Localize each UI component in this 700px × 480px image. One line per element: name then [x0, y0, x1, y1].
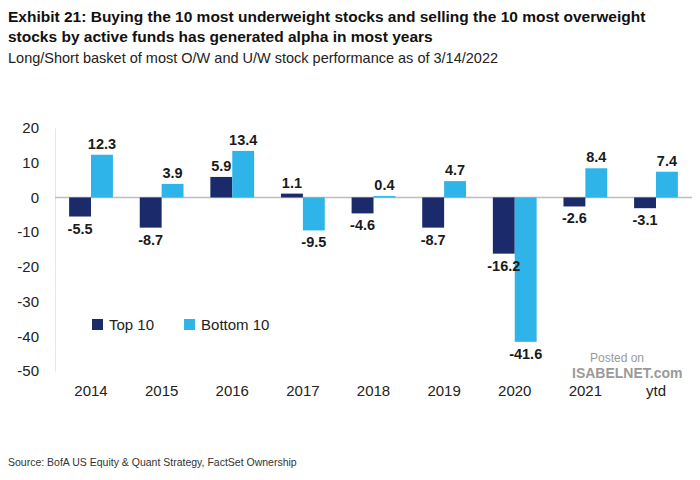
legend-label: Bottom 10	[201, 316, 269, 333]
data-label: 0.4	[374, 177, 394, 193]
bar	[303, 197, 325, 230]
legend-swatch	[184, 319, 195, 330]
x-tick-label: 2020	[498, 382, 531, 399]
x-tick: 2018	[357, 375, 390, 399]
data-label: -4.6	[350, 217, 375, 233]
x-tick: 2014	[74, 375, 107, 399]
bar	[444, 181, 466, 197]
bar	[352, 197, 374, 213]
y-tick-label: 20	[22, 119, 39, 136]
data-label: 3.9	[162, 165, 182, 181]
bar	[140, 197, 162, 227]
data-label: -16.2	[487, 258, 520, 274]
y-tick-label: 0	[31, 189, 39, 206]
bar	[232, 151, 254, 198]
chart: Exhibit 21: Buying the 10 most underweig…	[0, 0, 700, 480]
bar	[281, 194, 303, 198]
watermark: ISABELNET.com	[572, 365, 682, 381]
x-tick: 2017	[286, 375, 319, 399]
bar	[422, 197, 444, 227]
data-label: -5.5	[68, 221, 93, 237]
y-tick-label: -50	[17, 362, 39, 379]
legend-label: Top 10	[109, 316, 154, 333]
x-tick-label: 2014	[74, 382, 107, 399]
bar	[585, 168, 607, 197]
data-label: -8.7	[138, 232, 163, 248]
y-tick-label: -20	[17, 258, 39, 275]
data-label: -9.5	[301, 234, 326, 250]
bars	[69, 151, 678, 342]
y-tick-label: -10	[17, 223, 39, 240]
data-label: -8.7	[421, 232, 446, 248]
data-labels: -5.5 -8.7 5.9 1.1 -4.6 -8.7 -16.2 -2.6 -3.1 12.3 3…	[68, 132, 677, 362]
y-tick: 20	[22, 119, 55, 136]
x-tick-label: ytd	[646, 382, 666, 399]
y-tick: 10	[22, 154, 55, 171]
data-label: -3.1	[633, 212, 658, 228]
data-label: 7.4	[657, 153, 677, 169]
bar	[634, 197, 656, 208]
data-label: -41.6	[509, 346, 542, 362]
bar	[69, 197, 91, 216]
bar	[493, 197, 515, 253]
data-label: 13.4	[229, 132, 257, 148]
y-tick-label: 10	[22, 154, 39, 171]
bar	[162, 184, 184, 198]
y-tick: -50	[17, 362, 55, 379]
y-tick: -10	[17, 223, 55, 240]
y-tick: -30	[17, 293, 55, 310]
title: Exhibit 21: Buying the 10 most underweig…	[8, 8, 645, 45]
watermark: Posted on	[590, 351, 644, 365]
y-tick: -20	[17, 258, 55, 275]
x-tick-label: 2017	[286, 382, 319, 399]
source: Source: BofA US Equity & Quant Strategy,…	[8, 456, 297, 468]
data-label: 12.3	[88, 136, 116, 152]
legend-item: Bottom 10	[184, 316, 269, 333]
legend: Top 10 Bottom 10	[92, 316, 269, 333]
y-axis: -50 -40 -30 -20 -10 0 10 20	[17, 119, 55, 379]
data-label: 4.7	[445, 162, 465, 178]
legend-swatch	[92, 319, 103, 330]
bar	[210, 177, 232, 197]
bar	[91, 155, 113, 198]
x-tick-label: 2018	[357, 382, 390, 399]
x-tick: 2016	[216, 375, 249, 399]
x-tick-label: 2019	[427, 382, 460, 399]
legend-item: Top 10	[92, 316, 154, 333]
x-tick: 2015	[145, 375, 178, 399]
y-tick: 0	[31, 189, 55, 206]
y-axis-line	[55, 129, 56, 372]
data-label: -2.6	[562, 210, 587, 226]
bar	[563, 197, 585, 206]
subtitle: Long/Short basket of most O/W and U/W st…	[8, 50, 498, 66]
y-tick-label: -40	[17, 328, 39, 345]
x-tick: 2020	[498, 375, 531, 399]
title-line: Exhibit 21: Buying the 10 most underweig…	[8, 8, 645, 25]
y-tick-label: -30	[17, 293, 39, 310]
x-tick-label: 2015	[145, 382, 178, 399]
data-label: 1.1	[282, 175, 302, 191]
bar	[374, 196, 396, 197]
x-tick-label: 2021	[569, 382, 602, 399]
data-label: 5.9	[211, 158, 231, 174]
x-tick-label: 2016	[216, 382, 249, 399]
title-line: stocks by active funds has generated alp…	[8, 28, 433, 45]
bar	[656, 172, 678, 198]
x-tick: 2019	[427, 375, 460, 399]
data-label: 8.4	[586, 149, 606, 165]
y-tick: -40	[17, 328, 55, 345]
